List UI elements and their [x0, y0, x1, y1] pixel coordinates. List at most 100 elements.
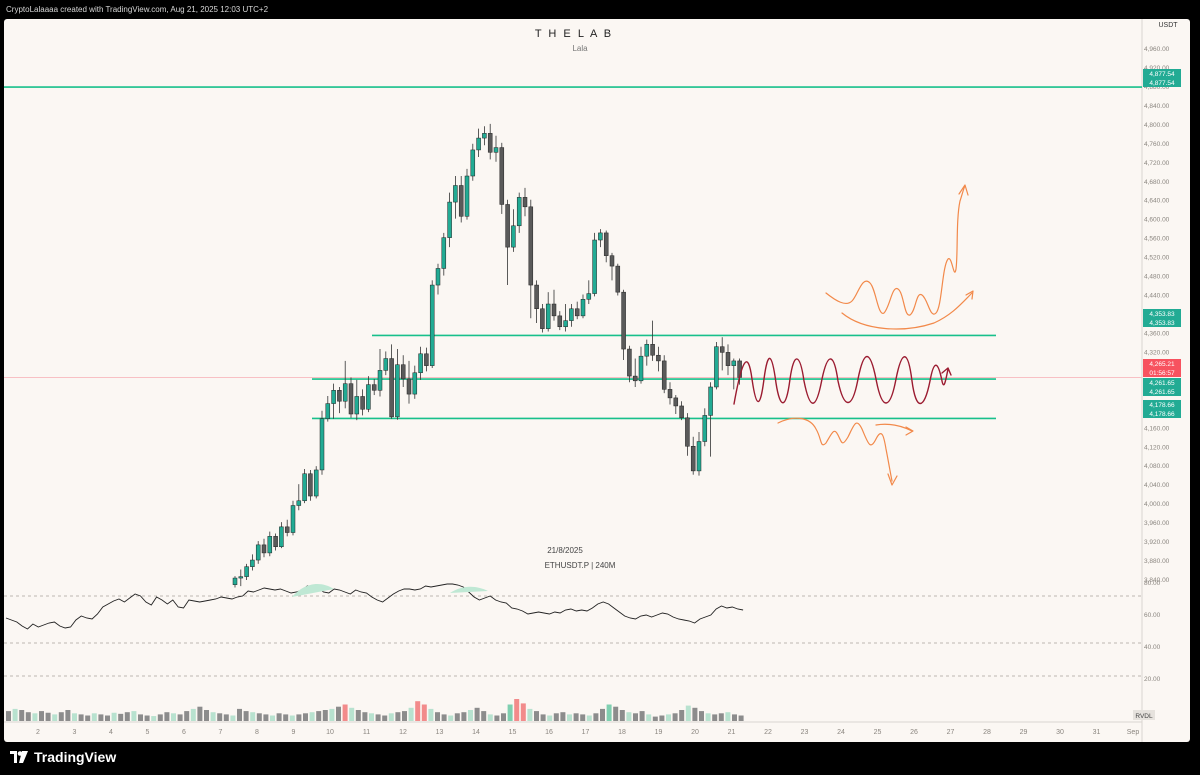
- candle-body: [534, 284, 539, 310]
- time-tick-label: 7: [219, 729, 223, 736]
- candle-body: [621, 291, 626, 350]
- volume-bar: [78, 714, 84, 721]
- candle-body: [661, 360, 667, 390]
- time-tick-label: 31: [1093, 729, 1101, 736]
- volume-bar: [507, 704, 513, 721]
- candle: [540, 304, 545, 333]
- volume-bar: [217, 713, 223, 721]
- candle: [412, 365, 418, 399]
- candle: [656, 346, 661, 372]
- volume-bar: [296, 714, 302, 721]
- volume-bar: [25, 712, 31, 721]
- candle: [418, 346, 423, 380]
- candle-body: [586, 293, 592, 300]
- price-tick-label: 3,840.00: [1144, 577, 1170, 584]
- candle-body: [464, 175, 470, 217]
- candle: [511, 209, 516, 252]
- price-tick-label: 4,000.00: [1144, 501, 1170, 508]
- volume-bar: [144, 715, 150, 721]
- volume-bar: [283, 714, 289, 721]
- candle: [308, 469, 313, 501]
- candle: [255, 541, 261, 564]
- candle-body: [238, 576, 244, 579]
- candle-body: [563, 320, 568, 328]
- brand-logo[interactable]: TradingView: [10, 749, 116, 765]
- candle-body: [458, 185, 464, 217]
- candle: [731, 358, 737, 390]
- time-tick-label: 27: [947, 729, 955, 736]
- candle: [598, 229, 603, 248]
- price-badge-text: 4,178.66: [1149, 402, 1175, 409]
- candle: [545, 292, 551, 332]
- candle-body: [470, 149, 476, 177]
- candle: [551, 289, 557, 321]
- volume-bar: [534, 711, 539, 721]
- volume-bar: [72, 713, 77, 721]
- volume-bar: [633, 713, 638, 721]
- volume-bar: [12, 708, 18, 721]
- volume-bar: [395, 712, 401, 721]
- candlestick-chart[interactable]: T H E L A B Lala 21/8/2025 ETHUSDT.P | 2…: [4, 19, 1190, 742]
- candle-body: [731, 360, 737, 366]
- candle-body: [366, 384, 371, 410]
- candle: [592, 232, 597, 297]
- volume-bar: [402, 711, 407, 721]
- candle: [429, 280, 435, 369]
- price-tick-label: 4,960.00: [1144, 46, 1170, 53]
- candle-body: [673, 397, 679, 407]
- volume-bar: [309, 712, 315, 721]
- time-tick-label: 6: [182, 729, 186, 736]
- volume-bar: [408, 707, 414, 721]
- volume-bar: [540, 714, 546, 721]
- volume-bar: [520, 703, 526, 721]
- volume-bar: [85, 715, 91, 721]
- volume-bar: [197, 706, 203, 721]
- volume-bar: [600, 708, 605, 721]
- volume-bars: [6, 699, 744, 721]
- volume-bar: [619, 710, 625, 721]
- candle: [354, 379, 360, 421]
- candle: [696, 432, 702, 476]
- currency-label[interactable]: USDT: [1158, 22, 1178, 29]
- time-tick-label: 5: [146, 729, 150, 736]
- watermark-date: 21/8/2025: [547, 546, 583, 555]
- candle-body: [487, 133, 493, 153]
- candle: [325, 395, 331, 422]
- time-tick-label: 18: [618, 729, 626, 736]
- price-tick-label: 3,960.00: [1144, 520, 1170, 527]
- candle-body: [650, 344, 655, 356]
- candle-body: [342, 383, 348, 402]
- time-tick-label: 20: [691, 729, 699, 736]
- candle-body: [337, 390, 342, 402]
- candle-body: [395, 364, 400, 418]
- volume-bar: [164, 712, 170, 721]
- volume-bar: [606, 704, 612, 721]
- volume-bar: [230, 715, 236, 721]
- brand-name: TradingView: [34, 749, 117, 765]
- time-tick-label: 3: [73, 729, 77, 736]
- volume-bar: [270, 715, 275, 721]
- chart-area[interactable]: T H E L A B Lala 21/8/2025 ETHUSDT.P | 2…: [4, 19, 1190, 742]
- candle: [453, 176, 458, 219]
- chart-credit: CryptoLalaaaa created with TradingView.c…: [0, 0, 1200, 19]
- forecast-range-arrow: [941, 367, 952, 376]
- volume-bar: [237, 708, 242, 721]
- candle-body: [302, 473, 307, 502]
- candle-body: [418, 353, 423, 374]
- candle-body: [592, 239, 597, 294]
- candle-body: [696, 441, 702, 472]
- volume-bar: [111, 712, 117, 721]
- volume-bar: [415, 701, 421, 721]
- candle: [331, 383, 336, 419]
- price-badge-text: 4,353.83: [1149, 311, 1175, 318]
- candle-body: [545, 303, 551, 329]
- candle-body: [702, 415, 708, 442]
- volume-bar: [659, 715, 665, 721]
- tradingview-logo-icon: [10, 751, 28, 763]
- indicator-tag[interactable]: RVDL: [1135, 713, 1153, 720]
- volume-bar: [560, 712, 566, 721]
- candle-body: [615, 265, 621, 293]
- price-badge-bg: [1143, 368, 1181, 377]
- candle: [586, 280, 592, 305]
